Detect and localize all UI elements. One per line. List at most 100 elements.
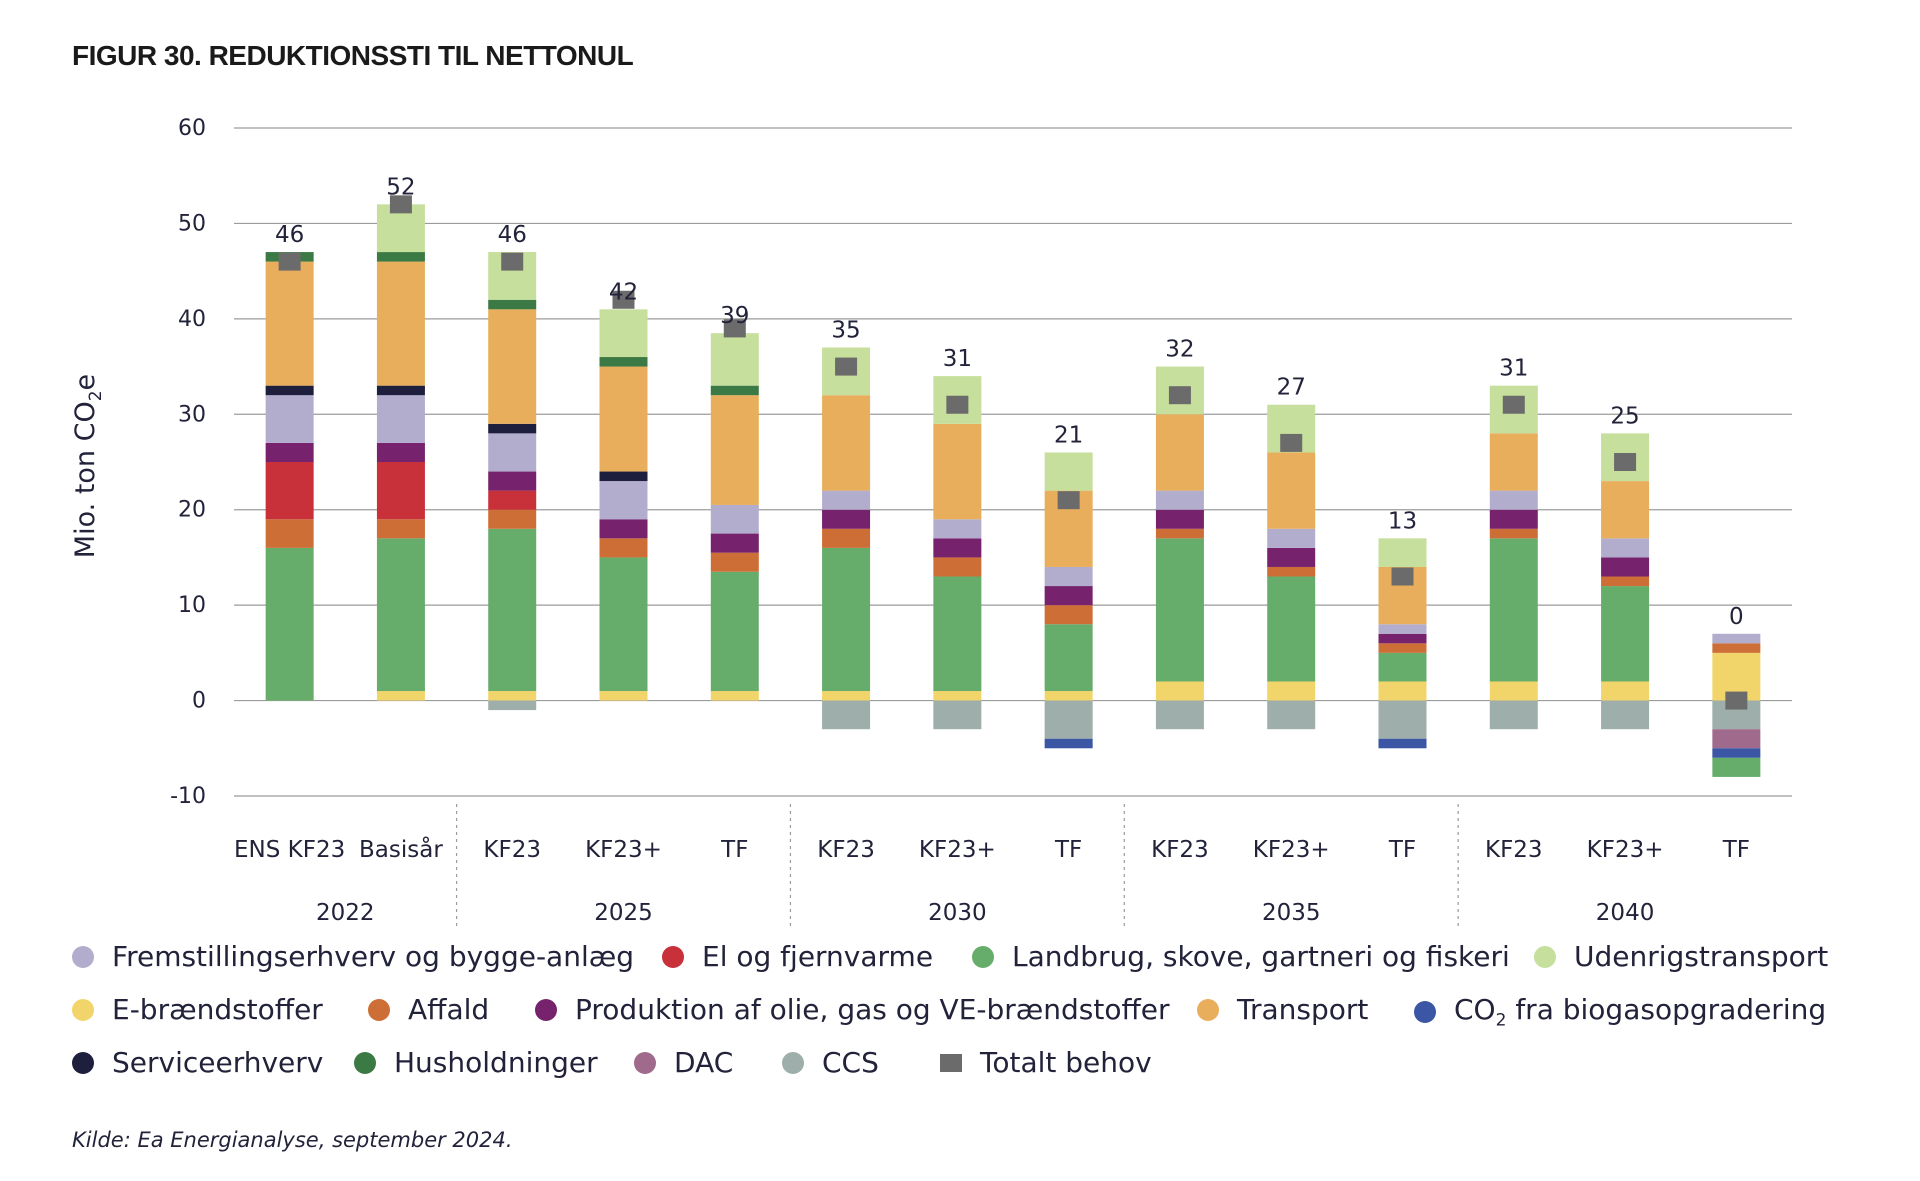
bar-segment <box>265 547 314 701</box>
bar-segment <box>488 490 537 510</box>
total-marker <box>1614 453 1637 471</box>
bar-segment <box>599 309 648 358</box>
bar-segment <box>1489 538 1538 682</box>
legend-item-landbrug: Landbrug, skove, gartneri og fiskeri <box>972 940 1510 973</box>
bar-segment <box>488 423 537 434</box>
bar-segment <box>1378 700 1427 739</box>
x-category-label: KF23+ <box>1587 837 1664 863</box>
legend-item-co2-biogas: CO2 fra biogasopgradering <box>1414 993 1826 1031</box>
total-value-label: 42 <box>609 279 638 305</box>
total-marker <box>278 252 301 271</box>
y-tick-label: 30 <box>178 402 206 427</box>
x-category-label: TF <box>720 837 748 863</box>
bar-segment <box>1155 490 1204 510</box>
bar-segment <box>822 700 871 730</box>
legend-label: Fremstillingserhverv og bygge-anlæg <box>112 940 635 973</box>
legend-label: El og fjernvarme <box>702 940 934 973</box>
bar-segment <box>1155 700 1204 730</box>
total-value-label: 13 <box>1388 508 1417 534</box>
bar-segment <box>599 366 648 472</box>
legend-swatch <box>72 945 94 968</box>
y-tick-label: 50 <box>178 211 206 236</box>
total-value-label: 46 <box>275 222 304 248</box>
legend-label: Transport <box>1237 993 1369 1026</box>
bar-segment <box>265 519 314 548</box>
bar-segment <box>1044 586 1093 606</box>
legend-item-e-braendstoffer: E-brændstoffer <box>72 993 323 1026</box>
total-value-label: 35 <box>831 317 860 343</box>
bar-segment <box>1378 624 1427 634</box>
x-category-label: TF <box>1388 837 1416 863</box>
bar-segment <box>822 528 871 548</box>
bar-segment <box>599 519 648 539</box>
bar-segment <box>488 691 537 701</box>
bar-segment <box>1044 624 1093 692</box>
bar-segment <box>1712 729 1761 749</box>
bar-segment <box>376 519 425 539</box>
bar-segment <box>1155 528 1204 539</box>
legend-item-udenrigstransport: Udenrigstransport <box>1534 940 1828 973</box>
legend-item-serviceerhverv: Serviceerhverv <box>72 1046 323 1079</box>
bar-segment <box>710 385 759 396</box>
y-tick-label: 20 <box>178 498 206 523</box>
bar-segment <box>1267 528 1316 548</box>
bar-segment <box>710 333 759 386</box>
legend-label: Totalt behov <box>980 1046 1152 1079</box>
bar-segment <box>1155 414 1204 491</box>
bar-segment <box>710 691 759 701</box>
legend-item-el-fjernvarme: El og fjernvarme <box>662 940 933 973</box>
bar-segment <box>1489 700 1538 730</box>
bar-segment <box>488 471 537 491</box>
bar-segment <box>265 462 314 520</box>
legend-label: Husholdninger <box>394 1046 598 1079</box>
bar-segment <box>1267 452 1316 529</box>
bar-segment <box>1378 538 1427 567</box>
bar-segment <box>1489 509 1538 529</box>
total-value-label: 27 <box>1277 375 1306 401</box>
bar-segment <box>1712 643 1761 653</box>
legend-swatch <box>354 1051 376 1074</box>
x-category-label: ENS KF23 <box>234 837 345 863</box>
bar-segment <box>1044 566 1093 587</box>
y-tick-label: 10 <box>178 593 206 618</box>
bar-segment <box>933 691 982 701</box>
total-marker <box>835 357 858 376</box>
legend-label: CO2 fra biogasopgradering <box>1454 993 1827 1031</box>
bar-segment <box>488 700 537 711</box>
bar-segment <box>1489 490 1538 510</box>
legend-swatch <box>1414 1000 1436 1023</box>
bar-segment <box>710 571 759 692</box>
total-marker <box>1280 433 1303 452</box>
total-marker <box>723 319 746 338</box>
bar-segment <box>1044 738 1093 749</box>
bar-segment <box>1601 586 1650 682</box>
bar-segment <box>599 471 648 482</box>
x-category-label: TF <box>1054 837 1082 863</box>
legend-swatch <box>72 1051 94 1074</box>
bar-segment <box>1712 633 1761 644</box>
legend-label: DAC <box>674 1046 734 1079</box>
total-value-label: 46 <box>498 222 527 248</box>
legend-item-transport: Transport <box>1197 993 1368 1026</box>
bar-segment <box>488 299 537 310</box>
bar-segment <box>822 490 871 510</box>
total-value-label: 31 <box>943 346 972 372</box>
bar-segment <box>1044 691 1093 701</box>
total-value-label: 39 <box>720 303 749 329</box>
total-marker <box>389 195 412 214</box>
legend-swatch <box>368 998 390 1021</box>
legend-label: Produktion af olie, gas og VE-brændstoff… <box>575 993 1170 1026</box>
bar-segment <box>1601 538 1650 558</box>
total-marker <box>501 252 524 271</box>
bar-segment <box>1601 700 1650 730</box>
x-group-label: 2022 <box>316 900 375 926</box>
bar-segment <box>1155 538 1204 682</box>
bar-segment <box>1378 652 1427 682</box>
bar-segment <box>1601 557 1650 577</box>
bar-segment <box>933 423 982 520</box>
legend-swatch <box>634 1051 656 1074</box>
bar-segment <box>376 395 425 443</box>
bar-segment <box>1044 700 1093 739</box>
total-value-label: 52 <box>386 174 415 200</box>
legend-item-fremstilling: Fremstillingserhverv og bygge-anlæg <box>72 940 634 973</box>
